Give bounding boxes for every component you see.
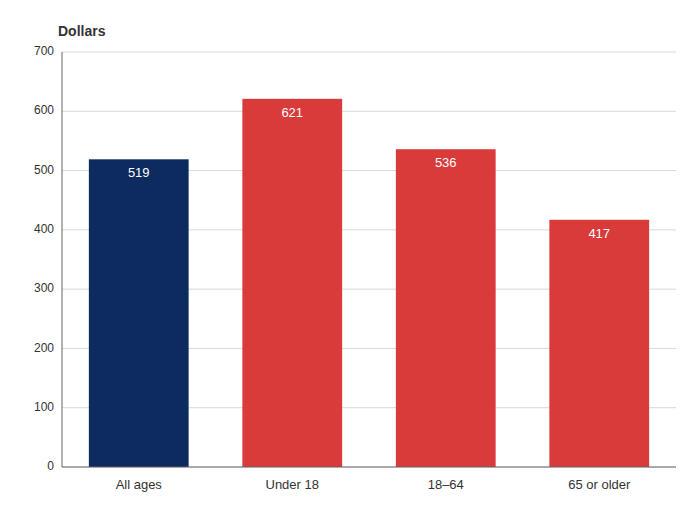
y-tick-label: 700: [34, 44, 54, 58]
bar: [396, 149, 496, 467]
data-label: 536: [435, 155, 457, 170]
x-tick-label: 18–64: [428, 477, 464, 492]
bar: [89, 159, 189, 467]
grid-line: [62, 111, 676, 112]
y-tick-label: 0: [47, 459, 54, 473]
x-tick-label: 65 or older: [568, 477, 631, 492]
grid-line: [62, 52, 676, 53]
x-tick-label: All ages: [116, 477, 163, 492]
grid-line: [62, 467, 676, 468]
grid: [62, 52, 676, 467]
y-tick-label: 100: [34, 400, 54, 414]
x-tick-label: Under 18: [266, 477, 319, 492]
data-label: 519: [128, 165, 150, 180]
y-tick-label: 300: [34, 281, 54, 295]
y-tick-label: 400: [34, 222, 54, 236]
bars: [89, 99, 649, 467]
chart-container: 0 100 200 300 400 500 600 700 519 621 536 417 All ag…: [0, 0, 700, 515]
bar: [242, 99, 342, 467]
y-axis-label: Dollars: [58, 23, 106, 39]
chart: 0 100 200 300 400 500 600 700 519 621 536 417 All ag…: [0, 0, 700, 515]
y-axis-line: [62, 52, 63, 467]
y-tick-label: 500: [34, 163, 54, 177]
bar: [549, 220, 649, 467]
data-label: 621: [281, 105, 303, 120]
y-tick-label: 200: [34, 341, 54, 355]
x-axis-line: [62, 467, 676, 468]
y-tick-label: 600: [34, 103, 54, 117]
data-label: 417: [588, 226, 610, 241]
